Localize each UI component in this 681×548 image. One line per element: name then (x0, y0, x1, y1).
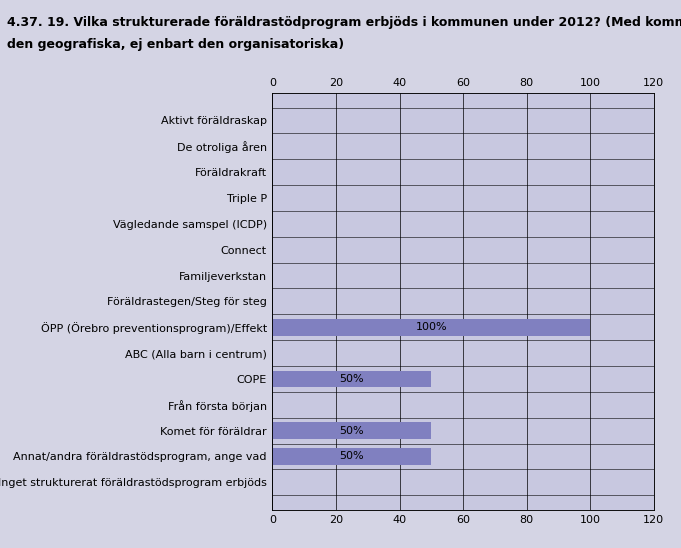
Text: 50%: 50% (340, 426, 364, 436)
Bar (272, 422, 431, 439)
Text: 100%: 100% (415, 322, 447, 332)
Text: den geografiska, ej enbart den organisatoriska): den geografiska, ej enbart den organisat… (7, 38, 344, 52)
Bar (272, 448, 431, 465)
Bar (272, 319, 590, 335)
Text: 50%: 50% (340, 452, 364, 461)
Bar (272, 370, 431, 387)
Text: 50%: 50% (340, 374, 364, 384)
Text: 4.37. 19. Vilka strukturerade föräldrastödprogram erbjöds i kommunen under 2012?: 4.37. 19. Vilka strukturerade föräldrast… (7, 16, 681, 30)
